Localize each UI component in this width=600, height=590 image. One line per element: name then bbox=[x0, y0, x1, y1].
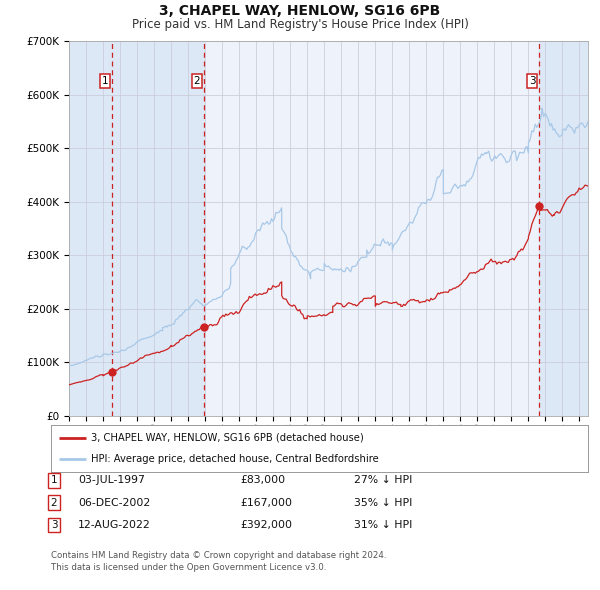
Text: 1: 1 bbox=[50, 476, 58, 485]
Text: 06-DEC-2002: 06-DEC-2002 bbox=[78, 498, 150, 507]
Text: £83,000: £83,000 bbox=[240, 476, 285, 485]
Text: 31% ↓ HPI: 31% ↓ HPI bbox=[354, 520, 412, 530]
Text: 1: 1 bbox=[101, 76, 108, 86]
Text: 27% ↓ HPI: 27% ↓ HPI bbox=[354, 476, 412, 485]
Text: Price paid vs. HM Land Registry's House Price Index (HPI): Price paid vs. HM Land Registry's House … bbox=[131, 18, 469, 31]
Bar bbox=[539, 41, 588, 416]
Text: 35% ↓ HPI: 35% ↓ HPI bbox=[354, 498, 412, 507]
Bar bbox=[112, 41, 204, 416]
Text: 03-JUL-1997: 03-JUL-1997 bbox=[78, 476, 145, 485]
Text: 12-AUG-2022: 12-AUG-2022 bbox=[78, 520, 151, 530]
Text: 3, CHAPEL WAY, HENLOW, SG16 6PB: 3, CHAPEL WAY, HENLOW, SG16 6PB bbox=[160, 4, 440, 18]
Text: 3: 3 bbox=[50, 520, 58, 530]
Text: HPI: Average price, detached house, Central Bedfordshire: HPI: Average price, detached house, Cent… bbox=[91, 454, 379, 464]
Text: £167,000: £167,000 bbox=[240, 498, 292, 507]
Text: Contains HM Land Registry data © Crown copyright and database right 2024.
This d: Contains HM Land Registry data © Crown c… bbox=[51, 551, 386, 572]
Text: 2: 2 bbox=[50, 498, 58, 507]
Text: £392,000: £392,000 bbox=[240, 520, 292, 530]
Text: 3: 3 bbox=[529, 76, 535, 86]
Text: 2: 2 bbox=[194, 76, 200, 86]
Bar bbox=[69, 41, 112, 416]
Text: 3, CHAPEL WAY, HENLOW, SG16 6PB (detached house): 3, CHAPEL WAY, HENLOW, SG16 6PB (detache… bbox=[91, 432, 364, 442]
